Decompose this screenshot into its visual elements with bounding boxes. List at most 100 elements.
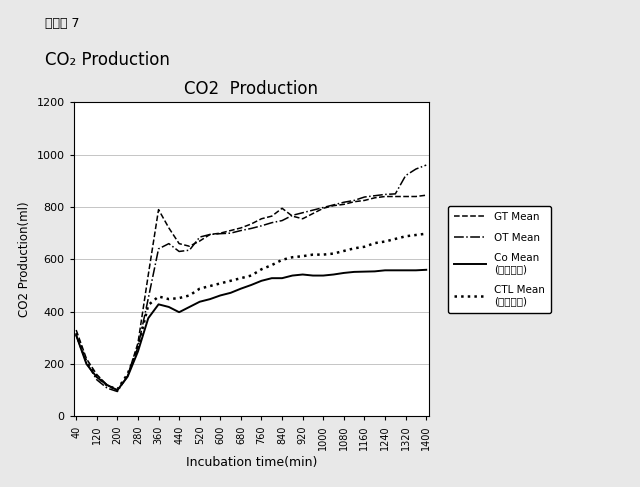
Co Mean
(実施例２): [299, 272, 307, 278]
CTL Mean
(比較例２): [196, 286, 204, 292]
GT Mean: [93, 372, 100, 377]
GT Mean: [248, 221, 255, 227]
Co Mean
(実施例２): [248, 282, 255, 288]
Line: Co Mean
(実施例２): Co Mean (実施例２): [76, 270, 426, 390]
OT Mean: [258, 223, 266, 229]
OT Mean: [381, 191, 389, 197]
OT Mean: [289, 212, 296, 218]
GT Mean: [319, 206, 327, 211]
GT Mean: [186, 244, 193, 249]
CTL Mean
(比較例２): [124, 371, 131, 377]
CTL Mean
(比較例２): [248, 273, 255, 279]
OT Mean: [278, 218, 286, 224]
Co Mean
(実施例２): [381, 267, 389, 273]
GT Mean: [103, 382, 111, 388]
CTL Mean
(比較例２): [309, 252, 317, 258]
OT Mean: [83, 360, 90, 366]
Co Mean
(実施例２): [145, 315, 152, 321]
CTL Mean
(比較例２): [371, 240, 379, 246]
Co Mean
(実施例２): [113, 387, 121, 393]
CTL Mean
(比較例２): [422, 231, 430, 237]
GT Mean: [402, 193, 410, 200]
GT Mean: [350, 199, 358, 205]
OT Mean: [248, 225, 255, 231]
Co Mean
(実施例２): [258, 278, 266, 284]
Co Mean
(実施例２): [371, 268, 379, 274]
GT Mean: [330, 203, 337, 208]
OT Mean: [124, 373, 131, 379]
Legend: GT Mean, OT Mean, Co Mean
(実施例２), CTL Mean
(比較例２): GT Mean, OT Mean, Co Mean (実施例２), CTL Me…: [448, 206, 551, 313]
OT Mean: [412, 166, 420, 172]
GT Mean: [340, 202, 348, 207]
OT Mean: [227, 230, 234, 236]
OT Mean: [402, 172, 410, 178]
Co Mean
(実施例２): [165, 304, 173, 310]
OT Mean: [165, 241, 173, 246]
OT Mean: [299, 210, 307, 216]
GT Mean: [175, 241, 183, 246]
Line: CTL Mean
(比較例２): CTL Mean (比較例２): [76, 234, 426, 390]
GT Mean: [83, 356, 90, 362]
Text: グラフ 7: グラフ 7: [45, 17, 79, 30]
Co Mean
(実施例２): [103, 382, 111, 388]
CTL Mean
(比較例２): [402, 233, 410, 239]
OT Mean: [237, 227, 244, 233]
GT Mean: [268, 213, 276, 219]
Line: OT Mean: OT Mean: [76, 165, 426, 392]
CTL Mean
(比較例２): [319, 252, 327, 258]
Co Mean
(実施例２): [392, 267, 399, 273]
GT Mean: [145, 272, 152, 278]
OT Mean: [392, 191, 399, 197]
OT Mean: [155, 246, 163, 252]
Co Mean
(実施例２): [350, 269, 358, 275]
OT Mean: [186, 247, 193, 253]
Text: CO₂ Production: CO₂ Production: [45, 51, 170, 69]
Co Mean
(実施例２): [319, 273, 327, 279]
Co Mean
(実施例２): [216, 293, 224, 299]
OT Mean: [268, 220, 276, 225]
Co Mean
(実施例２): [206, 296, 214, 302]
GT Mean: [113, 387, 121, 393]
OT Mean: [309, 207, 317, 213]
GT Mean: [72, 327, 80, 333]
GT Mean: [258, 216, 266, 222]
OT Mean: [206, 231, 214, 237]
Co Mean
(実施例２): [278, 275, 286, 281]
OT Mean: [145, 296, 152, 301]
GT Mean: [412, 193, 420, 200]
GT Mean: [309, 210, 317, 216]
Co Mean
(実施例２): [402, 267, 410, 273]
CTL Mean
(比較例２): [268, 262, 276, 268]
CTL Mean
(比較例２): [83, 359, 90, 365]
Co Mean
(実施例２): [340, 270, 348, 276]
GT Mean: [381, 193, 389, 200]
OT Mean: [134, 344, 142, 350]
Co Mean
(実施例２): [155, 301, 163, 307]
GT Mean: [278, 206, 286, 211]
GT Mean: [237, 225, 244, 231]
CTL Mean
(比較例２): [113, 387, 121, 393]
Y-axis label: CO2 Production(ml): CO2 Production(ml): [18, 202, 31, 317]
GT Mean: [216, 230, 224, 236]
CTL Mean
(比較例２): [360, 244, 368, 250]
CTL Mean
(比較例２): [72, 330, 80, 336]
CTL Mean
(比較例２): [381, 239, 389, 244]
CTL Mean
(比較例２): [258, 266, 266, 272]
CTL Mean
(比較例２): [350, 245, 358, 251]
GT Mean: [134, 340, 142, 346]
Co Mean
(実施例２): [309, 273, 317, 279]
OT Mean: [330, 202, 337, 208]
CTL Mean
(比較例２): [155, 294, 163, 300]
OT Mean: [216, 231, 224, 237]
OT Mean: [103, 385, 111, 391]
CTL Mean
(比較例２): [186, 293, 193, 299]
GT Mean: [124, 373, 131, 379]
GT Mean: [422, 192, 430, 198]
GT Mean: [360, 198, 368, 204]
CTL Mean
(比較例２): [227, 278, 234, 284]
Co Mean
(実施例２): [227, 290, 234, 296]
Co Mean
(実施例２): [360, 269, 368, 275]
Co Mean
(実施例２): [124, 374, 131, 379]
OT Mean: [196, 234, 204, 240]
CTL Mean
(比較例２): [165, 296, 173, 302]
